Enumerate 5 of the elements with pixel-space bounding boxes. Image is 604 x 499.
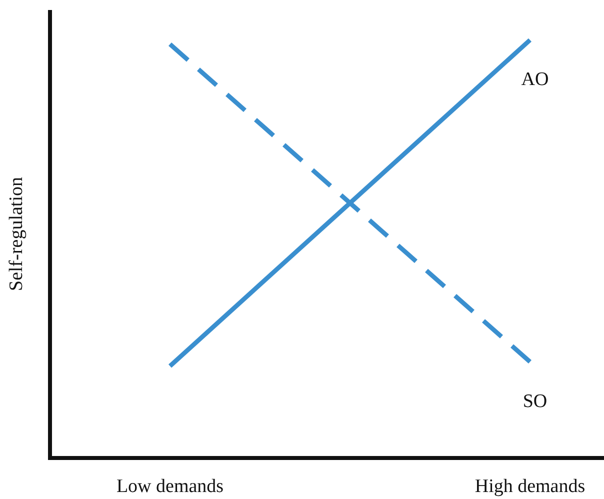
x-tick-label: Low demands <box>116 476 224 497</box>
x-tick-label: High demands <box>474 476 586 497</box>
y-axis-title: Self-regulation <box>6 176 27 291</box>
series-label: SO <box>522 390 548 412</box>
series-label: AO <box>521 69 549 90</box>
